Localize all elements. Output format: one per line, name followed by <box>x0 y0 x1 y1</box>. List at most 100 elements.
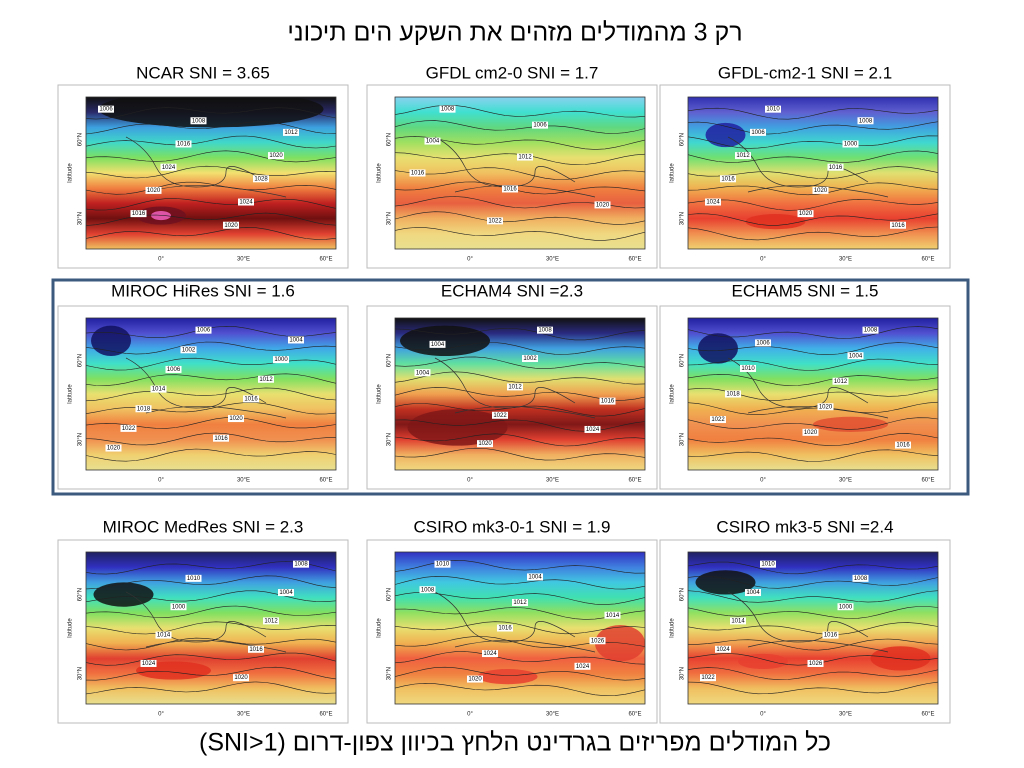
panel-title: CSIRO mk3-0-1 SNI = 1.9 <box>414 517 611 536</box>
map-border <box>85 551 337 705</box>
contour-label-bg <box>130 210 147 218</box>
contour-label-bg <box>487 217 503 225</box>
contour-label-bg <box>150 385 167 393</box>
contour-label: 1012 <box>736 153 750 159</box>
x-tick-label: 30°E <box>546 478 559 484</box>
contour-label-bg <box>165 365 182 373</box>
isobar <box>86 227 336 240</box>
map-field <box>86 552 336 704</box>
contour-label-bg <box>223 221 239 229</box>
isobar <box>688 150 938 163</box>
coastline <box>125 357 287 419</box>
contour-label: 1008 <box>441 107 455 113</box>
contour-label: 1006 <box>756 341 770 347</box>
contour-label-bg <box>467 675 483 683</box>
contour-label: 1008 <box>859 118 873 124</box>
x-tick-label: 30°E <box>839 478 852 484</box>
contour-label-bg <box>735 152 751 160</box>
contour-label: 1008 <box>538 328 552 334</box>
contour-label-bg <box>822 631 839 639</box>
contour-label: 1020 <box>468 677 482 683</box>
contour-label: 1016 <box>249 647 263 653</box>
contour-label-bg <box>725 390 741 398</box>
contour-label-bg <box>832 377 849 385</box>
panel-title: ECHAM5 SNI = 1.5 <box>732 281 879 300</box>
x-tick-label: 60°E <box>319 712 332 718</box>
contour-label: 1006 <box>99 107 113 113</box>
y-axis-label: latitude <box>377 384 383 404</box>
isobar <box>688 638 938 651</box>
contour-label: 1000 <box>172 604 186 610</box>
panel-title: MIROC HiRes SNI = 1.6 <box>111 281 295 300</box>
isobar <box>688 166 938 180</box>
x-tick-label: 60°E <box>319 478 332 484</box>
x-tick-label: 0° <box>760 478 766 484</box>
contour-label: 1022 <box>493 413 507 419</box>
contour-label: 1004 <box>849 353 863 359</box>
isobar <box>688 226 938 241</box>
pressure-cell <box>870 646 931 671</box>
isobar <box>688 681 938 695</box>
map-panel: 1008 1006 1004 1010 1012 1018 1020 1022 1020 1016… <box>659 305 951 490</box>
contour-label: 1024 <box>142 661 156 667</box>
y-axis-label: latitude <box>68 618 74 638</box>
isobar <box>86 198 336 211</box>
contour-label-bg <box>195 326 212 334</box>
slide-footer: כל המודלים מפריזים בגרדינט הלחץ בכיוון צ… <box>199 729 831 757</box>
contour-label-bg <box>755 339 771 347</box>
y-tick-label: 60°N <box>78 588 84 601</box>
contour-label: 1010 <box>761 562 775 568</box>
map-border <box>394 317 646 471</box>
contour-label: 1016 <box>829 165 843 171</box>
isobar <box>86 357 336 371</box>
contour-label-bg <box>233 674 249 682</box>
contour-label-bg <box>288 336 304 344</box>
map-area <box>395 318 645 470</box>
isobar <box>395 356 645 370</box>
map-panel: 1006 1004 1002 1000 1006 1012 1014 1016 1018 1020… <box>57 305 349 490</box>
isobar <box>86 150 336 163</box>
y-axis-label: latitude <box>377 618 383 638</box>
contour-label: 1022 <box>701 675 715 681</box>
contour-label-bg <box>228 415 244 423</box>
contour-label-bg <box>434 560 451 568</box>
x-tick-label: 60°E <box>628 257 641 263</box>
contour-label-bg <box>283 128 299 136</box>
contour-label: 1010 <box>187 576 201 582</box>
contour-label-bg <box>155 631 172 639</box>
contour-label: 1016 <box>503 187 517 193</box>
contour-label-bg <box>419 586 436 594</box>
pressure-cell <box>98 97 324 128</box>
y-tick-label: 60°N <box>78 133 84 146</box>
contour-label-bg <box>720 175 736 183</box>
x-tick-label: 60°E <box>921 712 934 718</box>
contour-label-bg <box>170 603 187 611</box>
contour-label-bg <box>105 444 122 452</box>
contour-label-bg <box>477 440 493 448</box>
contour-label: 1018 <box>137 406 151 412</box>
isobar <box>86 107 336 120</box>
isobar <box>395 592 645 605</box>
map-panel: 1008 1010 1004 1000 1012 1014 1016 1024 1020 lati… <box>57 539 349 724</box>
map-field <box>395 97 645 249</box>
x-tick-label: 0° <box>467 257 473 263</box>
contour-label: 1004 <box>279 590 293 596</box>
contour-label: 1016 <box>132 211 146 217</box>
contour-label-bg <box>278 589 294 597</box>
contour-label: 1014 <box>157 633 171 639</box>
contour-label: 1020 <box>107 446 121 452</box>
x-tick-label: 30°E <box>546 712 559 718</box>
contour-label: 1024 <box>586 427 600 433</box>
y-tick-label: 60°N <box>680 588 686 601</box>
contour-label-bg <box>268 152 284 160</box>
contour-label: 1022 <box>488 218 502 224</box>
isobar <box>86 373 336 387</box>
map-border <box>85 96 337 250</box>
map-border <box>687 551 939 705</box>
contour-label: 1004 <box>431 342 445 348</box>
contour-label-bg <box>817 403 834 411</box>
x-tick-label: 60°E <box>319 257 332 263</box>
contour-label: 1004 <box>416 370 430 376</box>
isobar <box>86 432 336 446</box>
